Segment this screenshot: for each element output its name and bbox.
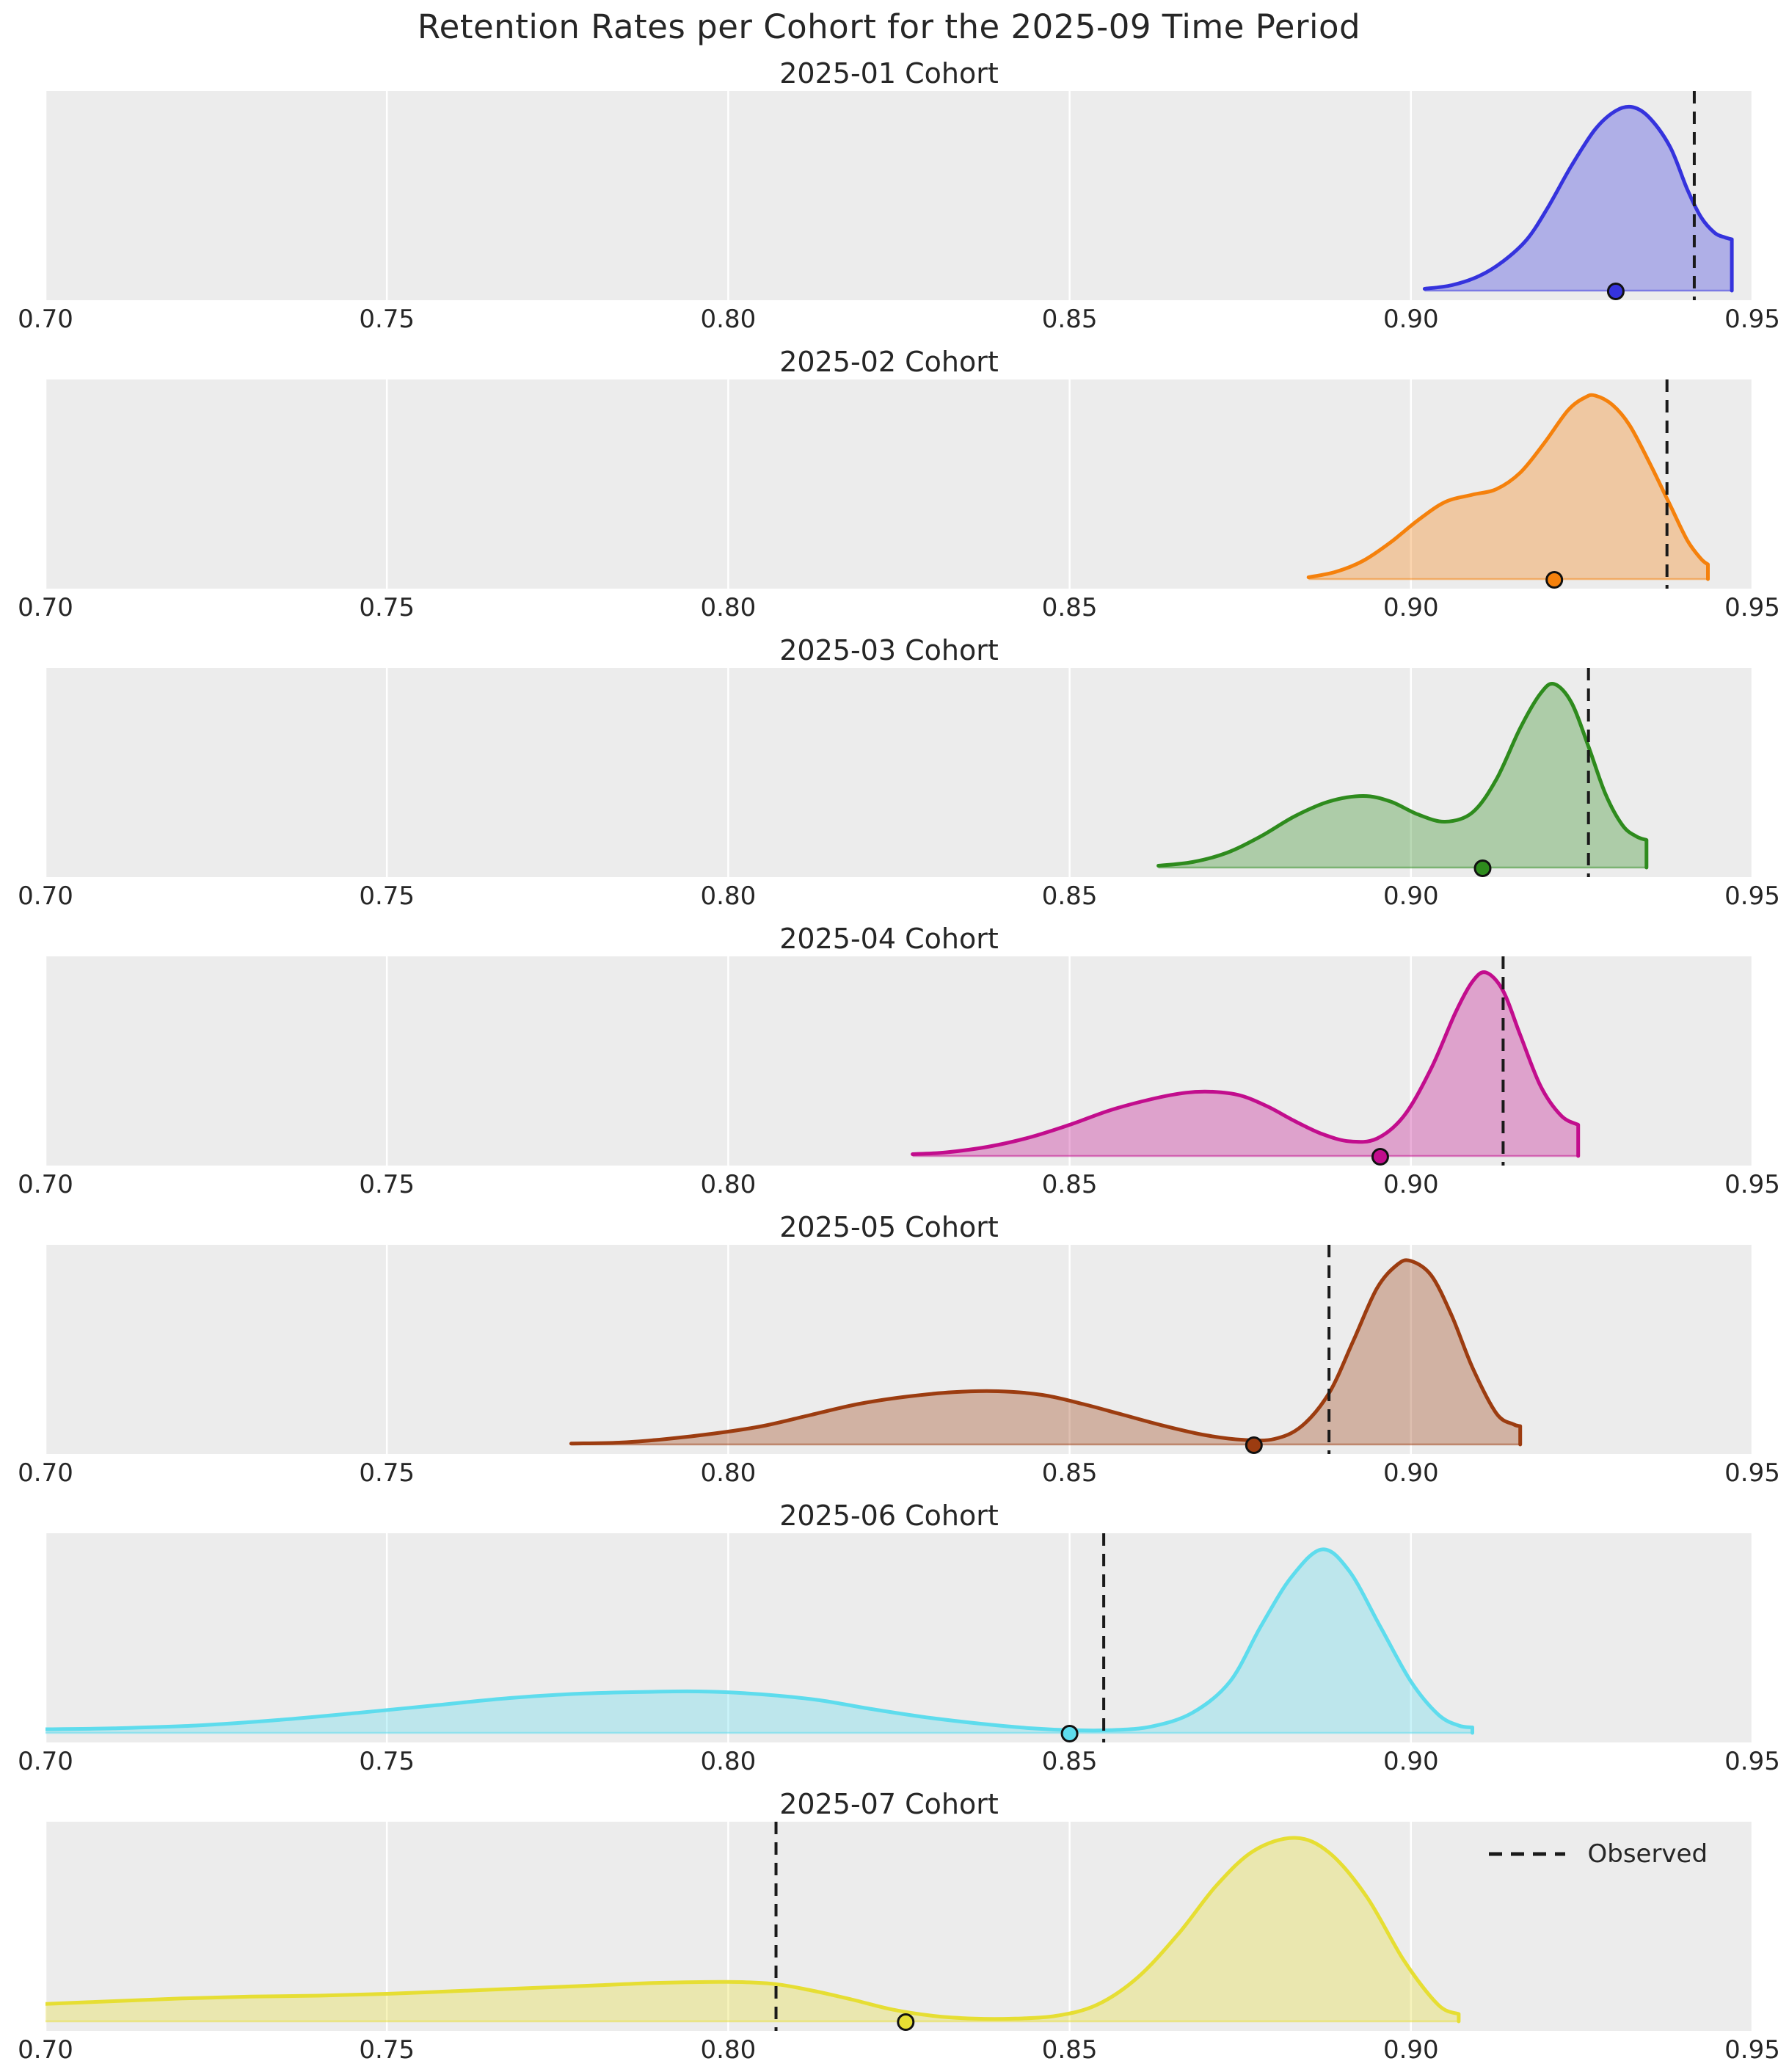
observed-dash-icon (1489, 1852, 1566, 1856)
point-marker (897, 2013, 915, 2031)
subplot-2025-05: 2025-05 Cohort Observed 0.70 0.75 0.80 0.85… (0, 1207, 1778, 1495)
x-tick-label: 0.75 (359, 2035, 415, 2065)
x-tick-label: 0.80 (700, 2035, 757, 2065)
subplot-2025-06: 2025-06 Cohort Observed 0.70 0.75 0.80 0.85… (0, 1495, 1778, 1784)
x-tick-label: 0.95 (1724, 1747, 1778, 1776)
subplot-title: 2025-02 Cohort (779, 346, 999, 378)
plot-area: Observed (45, 379, 1752, 589)
x-tick-label: 0.75 (359, 305, 415, 334)
x-tick-label: 0.90 (1382, 1458, 1439, 1488)
x-tick-label: 0.85 (1041, 1458, 1098, 1488)
subplot-title: 2025-01 Cohort (779, 57, 999, 90)
subplots-container: 2025-01 Cohort Observed 0.70 0.75 0.80 0.85… (0, 53, 1778, 2072)
subplot-title: 2025-07 Cohort (779, 1788, 999, 1820)
point-marker (1371, 1148, 1389, 1166)
figure-title: Retention Rates per Cohort for the 2025-… (417, 7, 1361, 46)
point-marker (1545, 571, 1564, 589)
legend: Observed (1487, 1839, 1708, 1869)
x-tick-label: 0.80 (700, 593, 757, 622)
x-axis: 0.70 0.75 0.80 0.85 0.90 0.95 (18, 1742, 1778, 1784)
x-tick-label: 0.80 (700, 881, 757, 911)
x-tick-label: 0.95 (1724, 1458, 1778, 1488)
plot-area: Observed (45, 1245, 1752, 1454)
subplot-title: 2025-03 Cohort (779, 634, 999, 666)
point-marker (1473, 859, 1492, 877)
density-plot-svg (45, 1822, 1752, 2031)
density-plot-svg (45, 668, 1752, 877)
density-plot-svg (45, 1245, 1752, 1454)
plot-area: Observed (45, 91, 1752, 300)
x-tick-label: 0.90 (1382, 593, 1439, 622)
subplot-2025-03: 2025-03 Cohort Observed 0.70 0.75 0.80 0.85… (0, 630, 1778, 918)
subplot-title: 2025-05 Cohort (779, 1211, 999, 1243)
x-tick-label: 0.85 (1041, 1747, 1098, 1776)
x-tick-label: 0.75 (359, 1458, 415, 1488)
x-tick-label: 0.85 (1041, 881, 1098, 911)
density-plot-svg (45, 1533, 1752, 1742)
x-tick-label: 0.90 (1382, 1170, 1439, 1199)
x-tick-label: 0.85 (1041, 305, 1098, 334)
x-tick-label: 0.70 (18, 1170, 73, 1199)
x-tick-label: 0.95 (1724, 1170, 1778, 1199)
x-tick-label: 0.70 (18, 1747, 73, 1776)
subplot-2025-04: 2025-04 Cohort Observed 0.70 0.75 0.80 0.85… (0, 918, 1778, 1207)
x-tick-label: 0.85 (1041, 2035, 1098, 2065)
subplot-2025-01: 2025-01 Cohort Observed 0.70 0.75 0.80 0.85… (0, 53, 1778, 341)
point-marker (1060, 1725, 1079, 1742)
density-plot-svg (45, 379, 1752, 589)
x-tick-label: 0.70 (18, 881, 73, 911)
point-marker (1245, 1436, 1263, 1454)
x-tick-label: 0.85 (1041, 593, 1098, 622)
x-axis: 0.70 0.75 0.80 0.85 0.90 0.95 (18, 1454, 1778, 1495)
subplot-title: 2025-04 Cohort (779, 923, 999, 955)
x-tick-label: 0.70 (18, 1458, 73, 1488)
x-axis: 0.70 0.75 0.80 0.85 0.90 0.95 (18, 877, 1778, 918)
subplot-2025-07: 2025-07 Cohort Observed 0.70 0.75 0.80 0.85… (0, 1784, 1778, 2072)
x-tick-label: 0.80 (700, 1747, 757, 1776)
x-tick-label: 0.90 (1382, 881, 1439, 911)
point-marker (1606, 283, 1625, 300)
plot-area: Observed (45, 668, 1752, 877)
x-axis: 0.70 0.75 0.80 0.85 0.90 0.95 (18, 1166, 1778, 1207)
x-axis: 0.70 0.75 0.80 0.85 0.90 0.95 (18, 589, 1778, 630)
x-tick-label: 0.75 (359, 1747, 415, 1776)
x-tick-label: 0.70 (18, 593, 73, 622)
x-tick-label: 0.95 (1724, 2035, 1778, 2065)
plot-area: Observed (45, 1822, 1752, 2031)
x-tick-label: 0.75 (359, 593, 415, 622)
subplot-title: 2025-06 Cohort (779, 1500, 999, 1532)
x-tick-label: 0.85 (1041, 1170, 1098, 1199)
x-tick-label: 0.70 (18, 2035, 73, 2065)
density-plot-svg (45, 91, 1752, 300)
x-tick-label: 0.90 (1382, 2035, 1439, 2065)
x-tick-label: 0.70 (18, 305, 73, 334)
plot-area: Observed (45, 1533, 1752, 1742)
x-tick-label: 0.75 (359, 1170, 415, 1199)
x-tick-label: 0.80 (700, 305, 757, 334)
x-tick-label: 0.95 (1724, 881, 1778, 911)
x-tick-label: 0.75 (359, 881, 415, 911)
x-tick-label: 0.80 (700, 1170, 757, 1199)
subplot-2025-02: 2025-02 Cohort Observed 0.70 0.75 0.80 0.85… (0, 341, 1778, 630)
plot-area: Observed (45, 956, 1752, 1166)
x-tick-label: 0.95 (1724, 305, 1778, 334)
density-plot-svg (45, 956, 1752, 1166)
legend-label: Observed (1587, 1839, 1708, 1869)
x-tick-label: 0.90 (1382, 1747, 1439, 1776)
x-axis: 0.70 0.75 0.80 0.85 0.90 0.95 (18, 2031, 1778, 2072)
x-tick-label: 0.90 (1382, 305, 1439, 334)
x-tick-label: 0.80 (700, 1458, 757, 1488)
x-axis: 0.70 0.75 0.80 0.85 0.90 0.95 (18, 300, 1778, 341)
x-tick-label: 0.95 (1724, 593, 1778, 622)
